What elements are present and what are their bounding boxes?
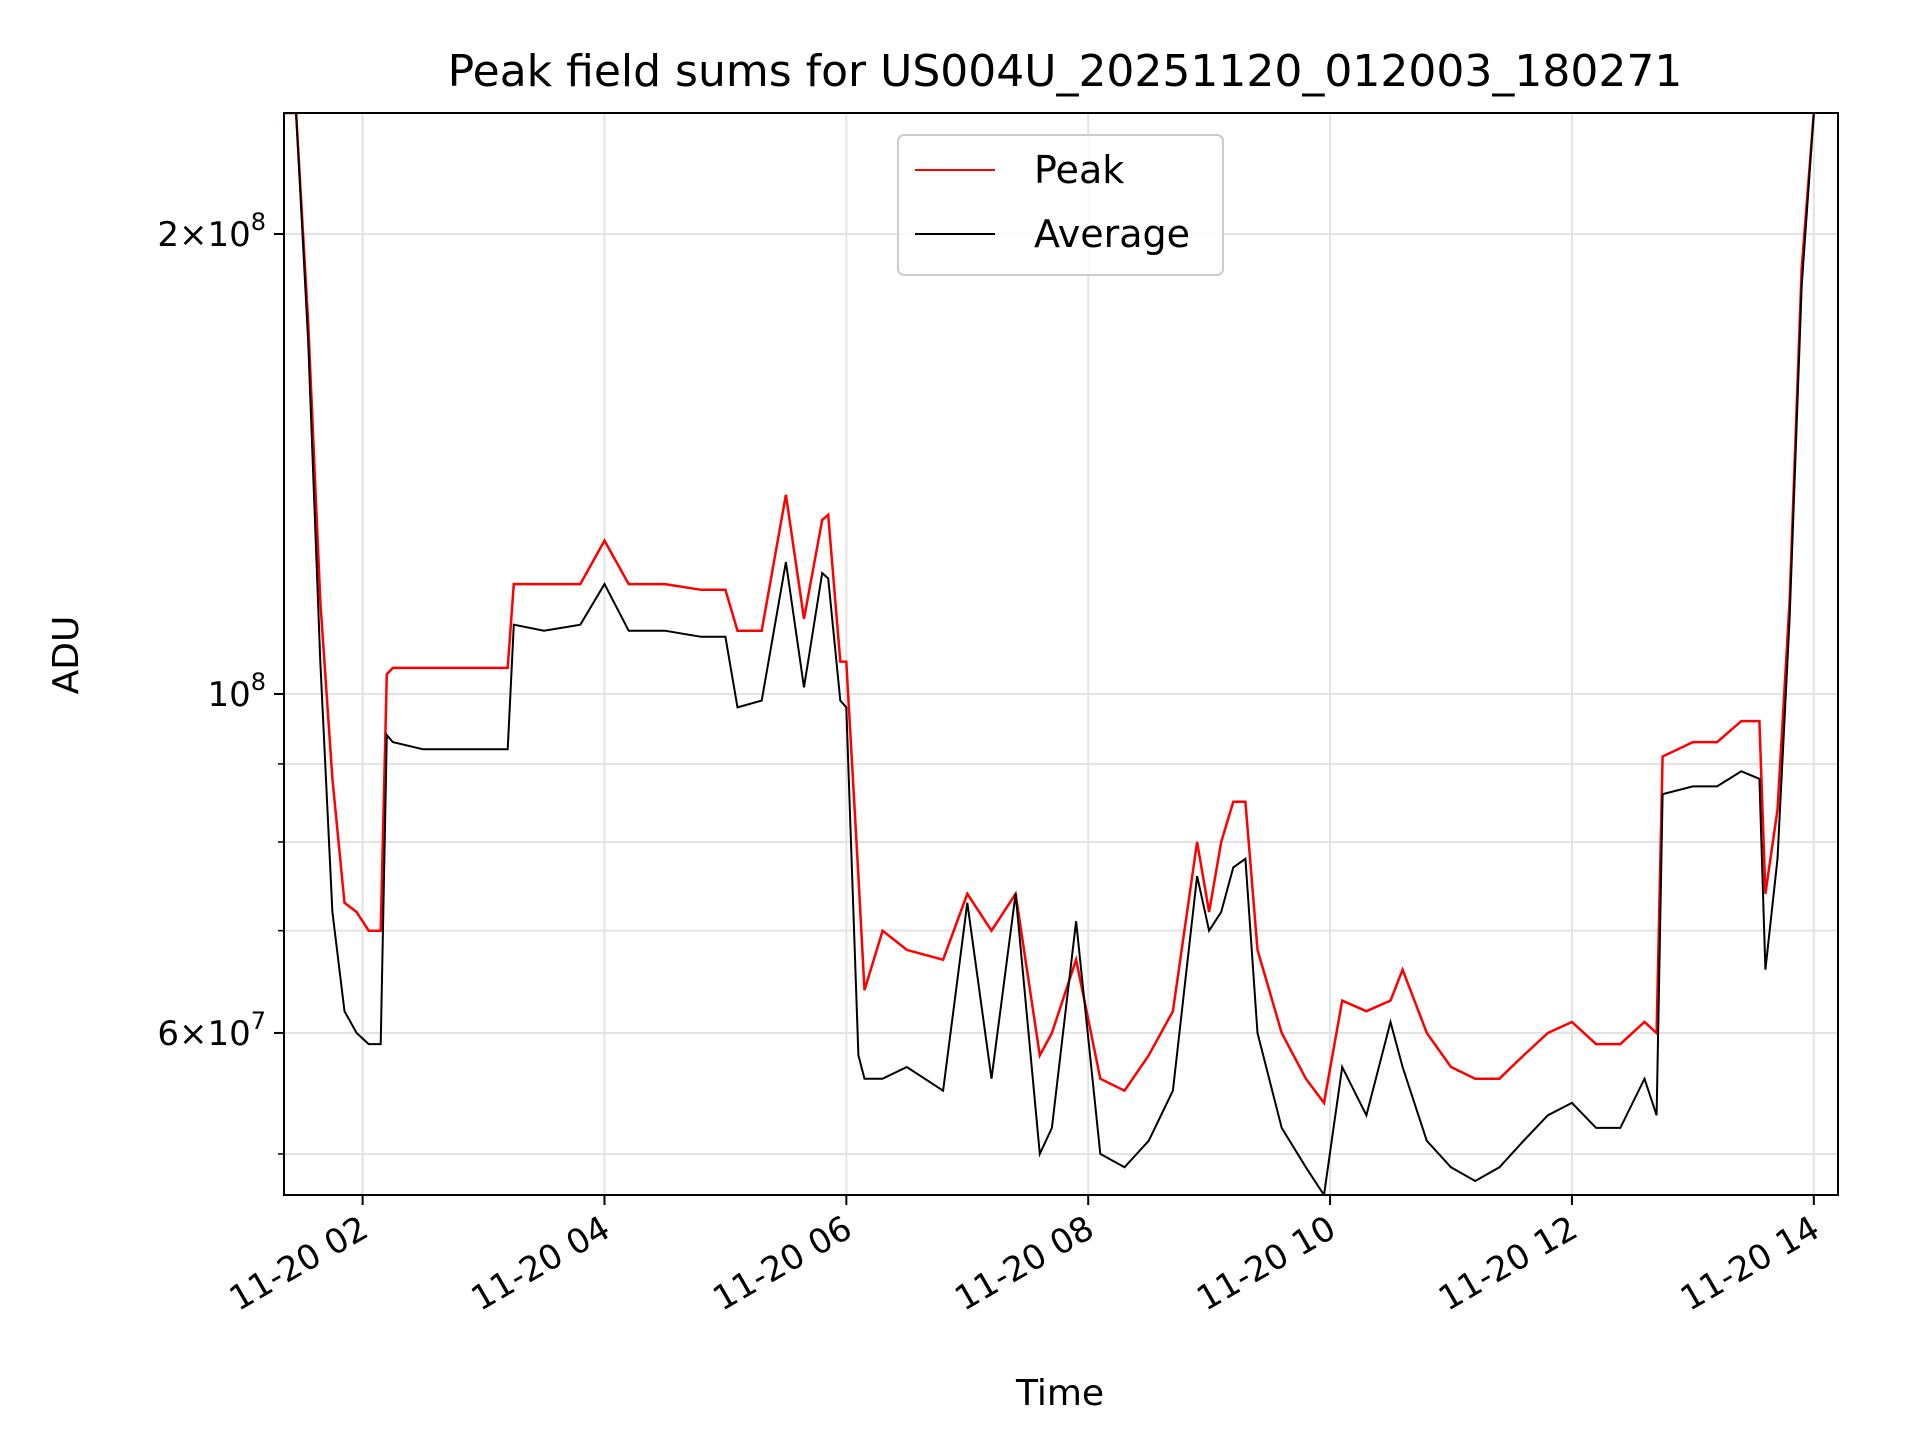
x-tick-label: 11-20 10: [1190, 1208, 1342, 1319]
y-tick-label: 6×107: [157, 1007, 266, 1054]
x-tick-label: 11-20 12: [1432, 1208, 1584, 1319]
x-tick-label: 11-20 06: [706, 1208, 858, 1319]
x-tick-label: 11-20 04: [465, 1208, 617, 1319]
y-tick-exponent: 7: [251, 1007, 266, 1035]
legend-label-average: Average: [1034, 212, 1190, 256]
y-tick-base: 6×10: [157, 1014, 250, 1054]
y-tick-exponent: 8: [251, 208, 266, 236]
legend-label-peak: Peak: [1034, 148, 1124, 192]
grid: [284, 113, 1838, 1195]
x-tick-label: 11-20 02: [223, 1208, 375, 1319]
plot-frame: [283, 112, 1839, 1196]
x-tick-label: 11-20 14: [1674, 1208, 1826, 1319]
series-line-peak: [284, 113, 1816, 1106]
y-tick-label: 2×108: [157, 208, 266, 255]
x-axis-label: Time: [1015, 1373, 1104, 1414]
y-tick-base: 10: [207, 675, 250, 715]
chart-title: Peak field sums for US004U_20251120_0120…: [448, 46, 1683, 97]
y-tick-label: 108: [207, 668, 266, 715]
x-tick-label: 11-20 08: [948, 1208, 1100, 1319]
x-axis: 11-20 02 11-20 04 11-20 06 11-20 08 11-20 10…: [223, 1195, 1826, 1319]
series-line-average: [284, 113, 1815, 1195]
legend: Peak Average: [897, 134, 1224, 276]
y-tick-exponent: 8: [251, 668, 266, 696]
y-axis-label: ADU: [46, 616, 87, 695]
y-tick-base: 2×10: [157, 215, 250, 255]
